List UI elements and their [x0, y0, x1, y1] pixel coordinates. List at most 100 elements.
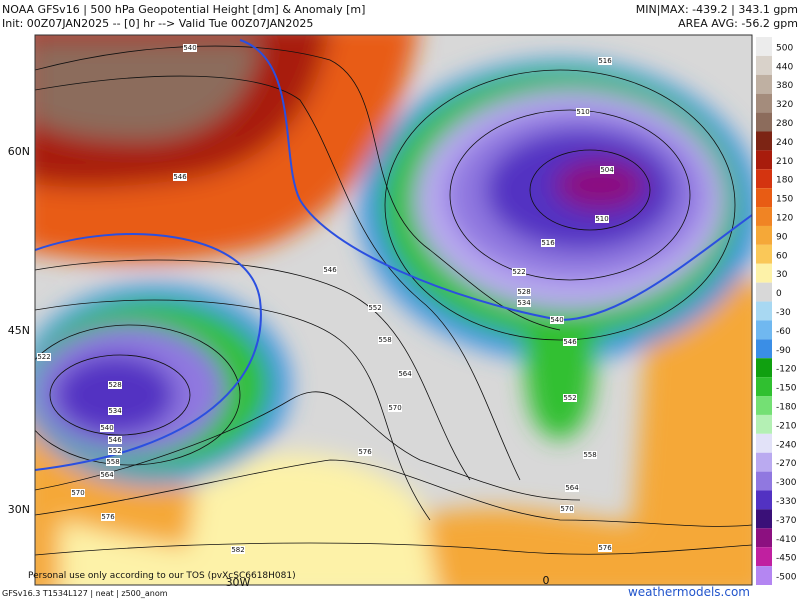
contour-label-bg: [541, 239, 555, 247]
colorbar-swatch: [756, 263, 772, 283]
colorbar-swatch: [756, 509, 772, 529]
colorbar-swatch: [756, 414, 772, 434]
contour-label: 516: [598, 57, 612, 65]
contour-label: 552: [563, 394, 576, 402]
colorbar-label: -210: [776, 421, 797, 431]
brand[interactable]: weathermodels.com: [628, 585, 750, 599]
contour-label: 558: [378, 336, 391, 344]
contour-label-bg: [388, 404, 402, 412]
colorbar-swatch: [756, 282, 772, 302]
contour-label: 552: [368, 304, 381, 312]
lon-label: 30W: [226, 576, 251, 589]
colorbar-swatch: [756, 188, 772, 208]
title: NOAA GFSv16 | 500 hPa Geopotential Heigh…: [2, 3, 365, 16]
colorbar-swatch: [756, 471, 772, 491]
colorbar-swatch: [756, 131, 772, 151]
contour-label-bg: [183, 44, 197, 52]
contour-label-bg: [37, 353, 51, 361]
contour-label-bg: [550, 316, 564, 324]
colorbar-label: -410: [776, 535, 797, 545]
colorbar-swatch: [756, 358, 772, 378]
model-info: GFSv16.3 T1534L127 | neat | z500_anom: [2, 589, 168, 598]
colorbar-label: -240: [776, 440, 797, 450]
contour-label: 576: [358, 448, 372, 456]
colorbar-label: -120: [776, 365, 797, 375]
contour-label: 564: [398, 370, 412, 378]
colorbar-label: 500: [776, 43, 793, 53]
contour-label-bg: [108, 447, 122, 455]
colorbar-swatch: [756, 396, 772, 415]
contour-label: 534: [108, 407, 122, 415]
contour-label-bg: [358, 448, 372, 456]
contour-label: 570: [388, 404, 401, 412]
contour-label: 552: [108, 447, 121, 455]
lat-label: 60N: [8, 145, 30, 158]
colorbar-swatch: [756, 377, 772, 397]
contour-label-bg: [71, 489, 85, 497]
contour-label: 522: [512, 268, 525, 276]
contour-label: 558: [583, 451, 596, 459]
contour-label: 540: [183, 44, 196, 52]
colorbar-swatch: [756, 55, 772, 75]
contour-label: 540: [550, 316, 563, 324]
contour-label: 540: [100, 424, 113, 432]
contour-label: 546: [323, 266, 337, 274]
colorbar-label: 60: [776, 251, 788, 261]
contour-label-bg: [595, 215, 609, 223]
contour-label-bg: [512, 268, 526, 276]
contour-label-bg: [598, 544, 612, 552]
contour-label-bg: [108, 436, 122, 444]
colorbar-label: 320: [776, 100, 793, 110]
contour-label-bg: [100, 424, 114, 432]
contour-label-bg: [565, 484, 579, 492]
colorbar-label: 210: [776, 157, 793, 167]
colorbar-swatch: [756, 433, 772, 453]
colorbar-swatch: [756, 150, 772, 170]
colorbar-label: 0: [776, 289, 782, 299]
contour-label: 504: [600, 166, 614, 174]
contour-label: 582: [231, 546, 244, 554]
colorbar-swatch: [756, 37, 772, 56]
lon-label: 0: [543, 574, 550, 587]
colorbar-swatch: [756, 169, 772, 189]
contour-label-bg: [576, 108, 590, 116]
map-area: [35, 35, 752, 585]
contour-label-bg: [563, 338, 577, 346]
colorbar-label: -370: [776, 516, 797, 526]
colorbar-swatch: [756, 547, 772, 567]
contour-label: 546: [108, 436, 122, 444]
contour-label-bg: [560, 505, 574, 513]
colorbar-label: 240: [776, 138, 793, 148]
colorbar-swatch: [756, 320, 772, 340]
colorbar-label: -450: [776, 554, 797, 564]
contour-label: 564: [565, 484, 579, 492]
contour-label-bg: [378, 336, 392, 344]
colorbar-label: -300: [776, 478, 797, 488]
colorbar-label: 380: [776, 81, 793, 91]
lat-label: 30N: [8, 503, 30, 516]
contour-label-bg: [398, 370, 412, 378]
contour-label-bg: [517, 288, 531, 296]
contour-label: 516: [541, 239, 555, 247]
contour-label: 534: [517, 299, 531, 307]
contour-label-bg: [106, 458, 120, 466]
contour-label-bg: [100, 471, 114, 479]
colorbar-label: -30: [776, 308, 791, 318]
contour-label: 564: [100, 471, 114, 479]
colorbar-swatch: [756, 225, 772, 245]
contour-label: 576: [598, 544, 612, 552]
contour-label: 528: [108, 381, 121, 389]
colorbar-swatch: [756, 452, 772, 472]
colorbar-swatch: [756, 93, 772, 113]
contour-label: 576: [101, 513, 115, 521]
contour-label-bg: [517, 299, 531, 307]
disclaimer: Personal use only according to our TOS (…: [28, 571, 296, 581]
colorbar-swatch: [756, 566, 772, 585]
contour-label: 570: [560, 505, 573, 513]
colorbar-label: 440: [776, 62, 793, 72]
colorbar-label: 180: [776, 176, 793, 186]
colorbar-label: -500: [776, 573, 797, 583]
